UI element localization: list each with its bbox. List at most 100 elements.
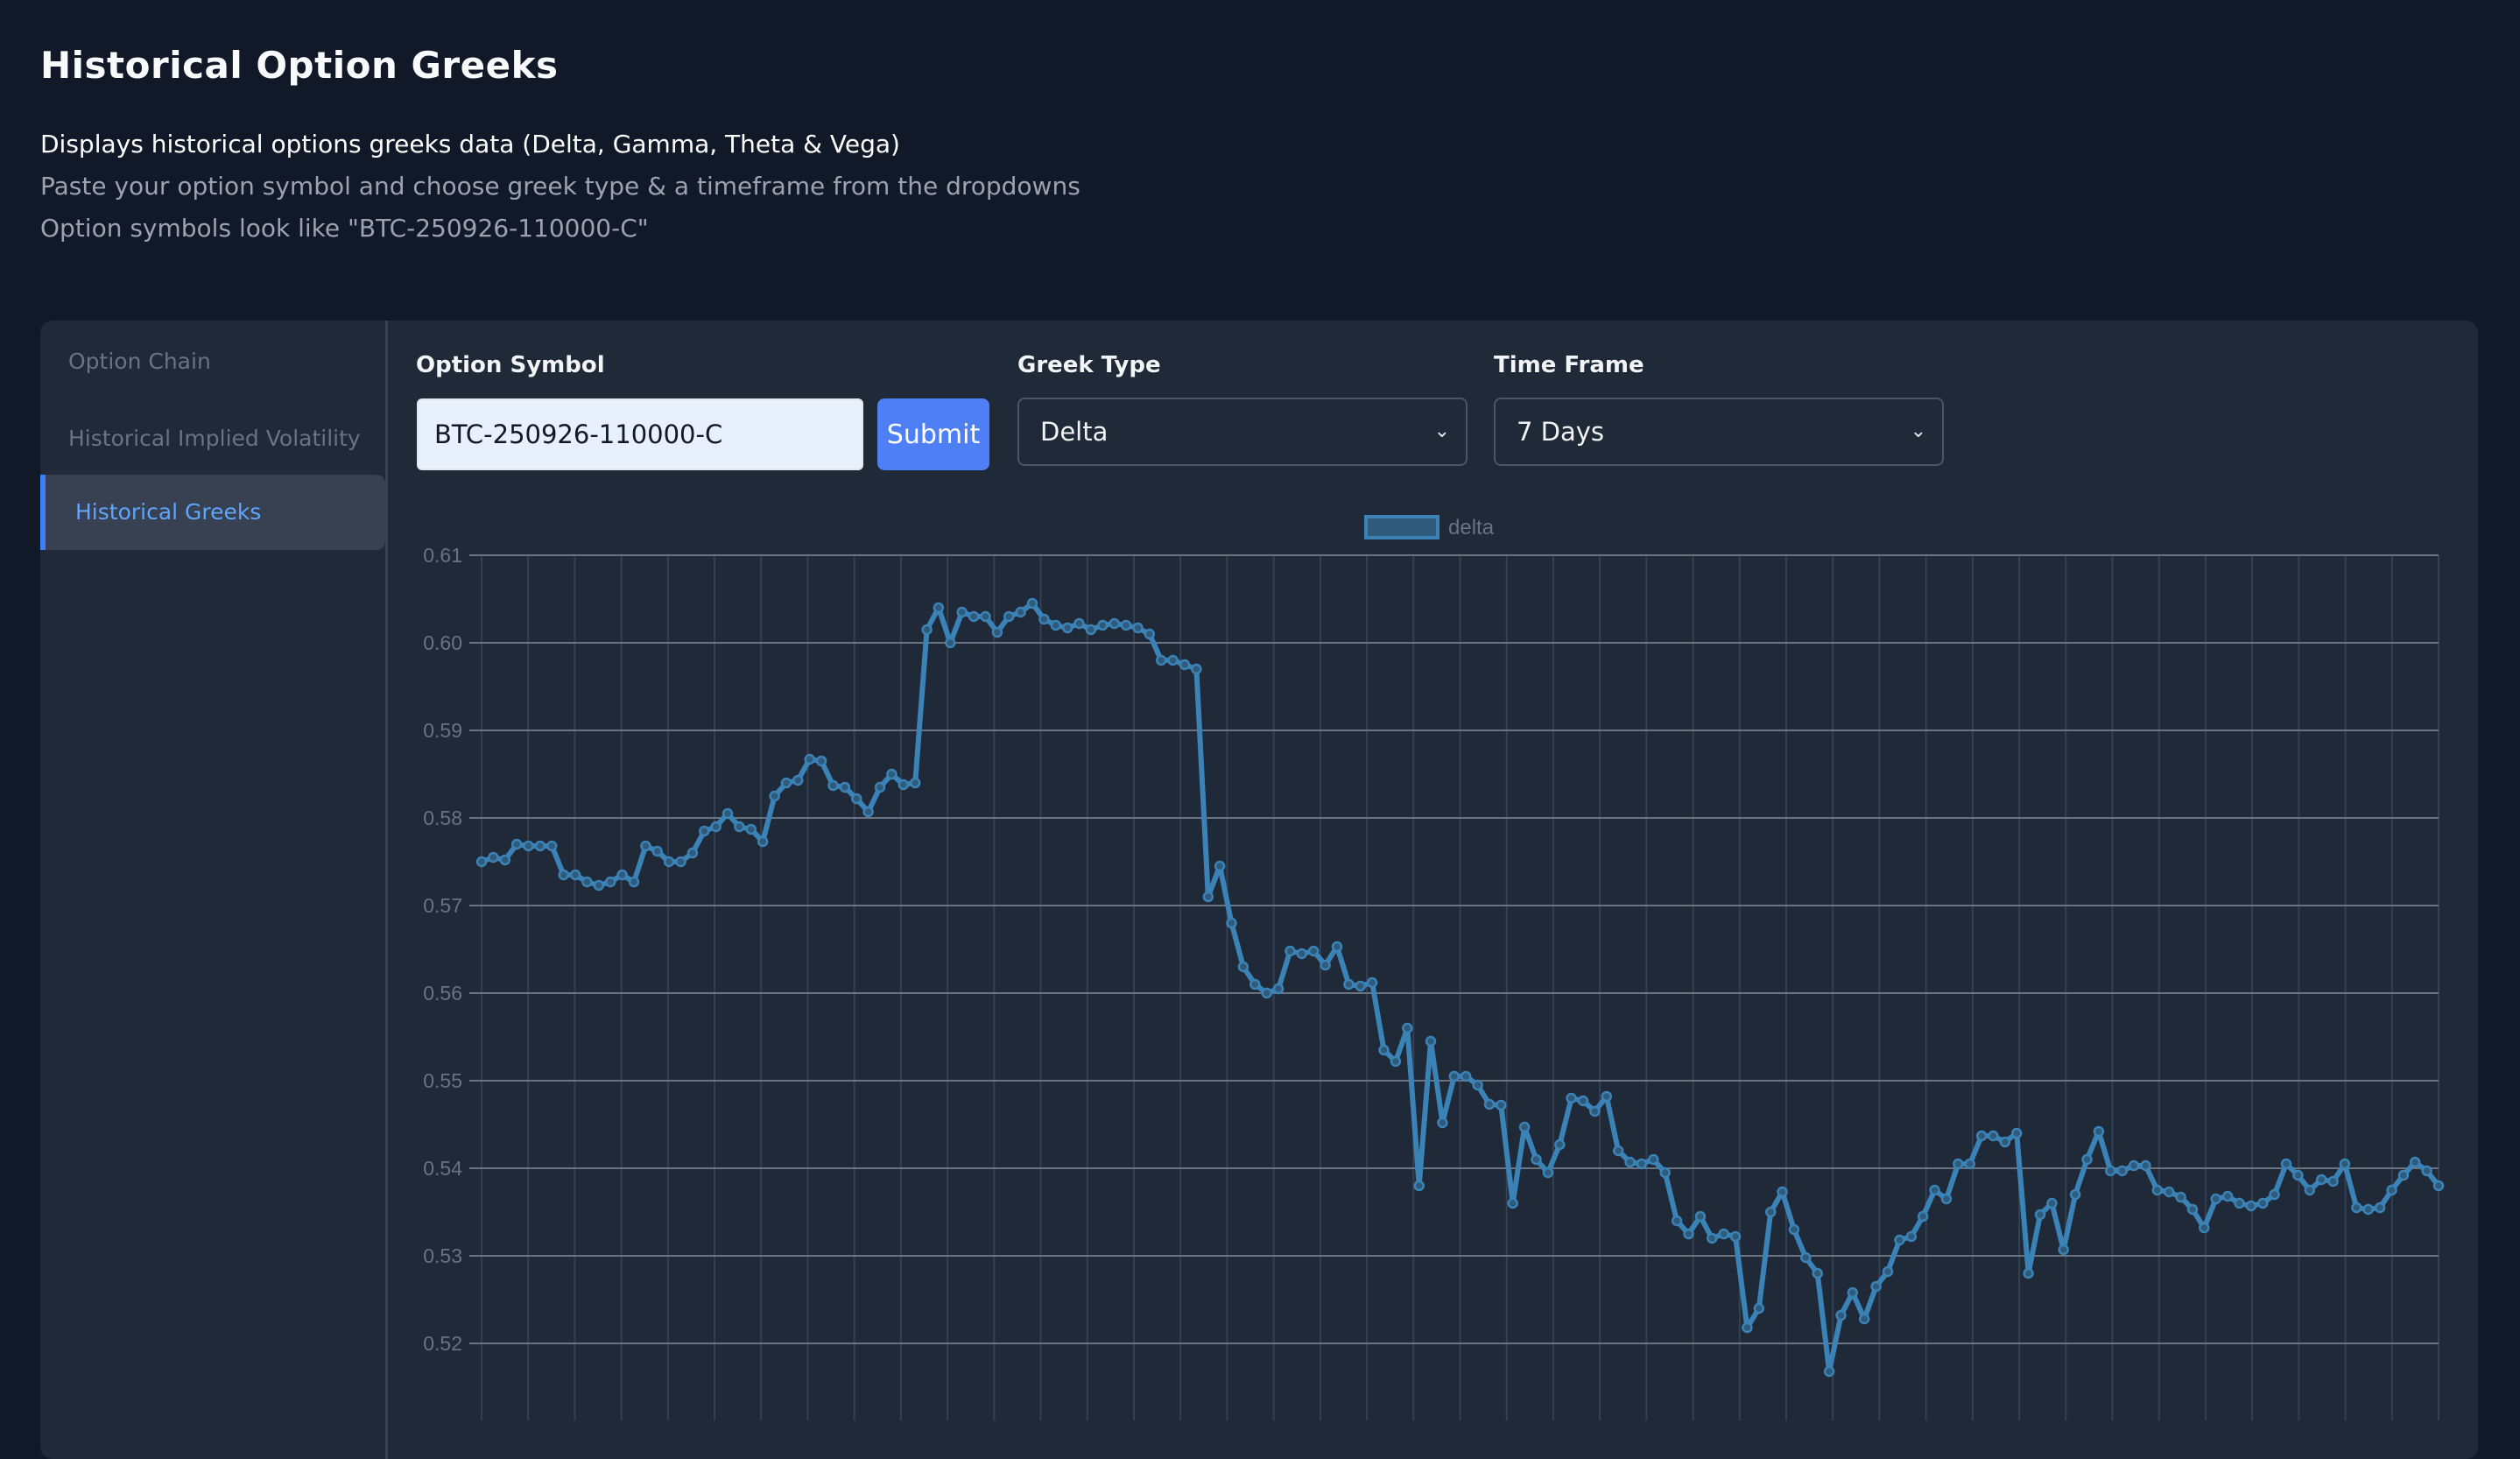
data-point[interactable] (2046, 1197, 2058, 1209)
data-point[interactable] (1179, 659, 1191, 671)
data-point[interactable] (2034, 1209, 2046, 1221)
data-point[interactable] (1554, 1138, 1566, 1151)
data-point[interactable] (1413, 1180, 1425, 1192)
data-point[interactable] (1764, 1206, 1777, 1218)
data-point[interactable] (1155, 654, 1167, 666)
data-point[interactable] (488, 851, 499, 863)
data-point[interactable] (593, 879, 605, 892)
data-point[interactable] (1390, 1055, 1402, 1068)
data-point[interactable] (1167, 654, 1179, 666)
data-point[interactable] (1496, 1099, 1507, 1111)
data-point[interactable] (475, 856, 488, 868)
data-point[interactable] (1929, 1184, 1940, 1196)
data-point[interactable] (1566, 1092, 1577, 1104)
data-point[interactable] (792, 774, 804, 786)
legend-label[interactable]: delta (1448, 516, 1495, 539)
data-point[interactable] (1753, 1302, 1765, 1315)
data-point[interactable] (1425, 1035, 1437, 1047)
data-point[interactable] (1953, 1158, 1964, 1170)
greek-type-select[interactable]: Delta ⌄ (1017, 398, 1468, 466)
data-point[interactable] (1026, 597, 1038, 610)
data-point[interactable] (686, 847, 699, 859)
data-point[interactable] (1917, 1210, 1929, 1223)
data-point[interactable] (2093, 1125, 2105, 1138)
data-point[interactable] (1718, 1228, 1729, 1240)
data-point[interactable] (1097, 619, 1109, 631)
data-point[interactable] (1636, 1158, 1648, 1170)
data-point[interactable] (651, 845, 663, 857)
data-point[interactable] (1307, 945, 1320, 957)
data-point[interactable] (2432, 1180, 2445, 1192)
data-point[interactable] (1191, 663, 1202, 675)
data-point[interactable] (968, 610, 980, 623)
data-point[interactable] (2374, 1202, 2386, 1214)
data-point[interactable] (1788, 1223, 1800, 1236)
data-point[interactable] (2315, 1174, 2327, 1186)
data-point[interactable] (569, 869, 581, 881)
data-point[interactable] (2186, 1203, 2199, 1216)
data-point[interactable] (675, 856, 686, 868)
data-point[interactable] (734, 821, 745, 833)
data-point[interactable] (1320, 959, 1331, 971)
data-point[interactable] (1601, 1090, 1613, 1103)
data-point[interactable] (2175, 1191, 2186, 1203)
data-point[interactable] (1964, 1158, 1975, 1170)
data-point[interactable] (1905, 1230, 1918, 1243)
data-point[interactable] (2069, 1188, 2081, 1201)
data-point[interactable] (1437, 1117, 1448, 1129)
data-point[interactable] (1296, 948, 1308, 960)
sidebar-item-historical-iv[interactable]: Historical Implied Volatility (68, 426, 361, 451)
data-point[interactable] (2245, 1200, 2257, 1212)
legend-swatch[interactable] (1364, 515, 1439, 539)
data-point[interactable] (1577, 1095, 1589, 1107)
data-point[interactable] (699, 825, 710, 837)
data-point[interactable] (886, 768, 897, 780)
data-point[interactable] (2105, 1165, 2116, 1177)
data-point[interactable] (1518, 1121, 1531, 1133)
data-point[interactable] (2010, 1127, 2023, 1139)
data-point[interactable] (1038, 613, 1050, 625)
data-point[interactable] (2292, 1169, 2304, 1181)
data-point[interactable] (1870, 1280, 1882, 1293)
data-point[interactable] (722, 807, 734, 820)
data-point[interactable] (956, 606, 968, 618)
data-point[interactable] (980, 610, 991, 623)
data-point[interactable] (628, 876, 640, 888)
data-point[interactable] (991, 626, 1003, 638)
data-point[interactable] (1073, 617, 1085, 630)
data-point[interactable] (1015, 606, 1026, 618)
data-point[interactable] (2140, 1159, 2151, 1172)
data-point[interactable] (546, 840, 558, 852)
data-point[interactable] (2221, 1190, 2234, 1202)
data-point[interactable] (640, 840, 651, 852)
data-point[interactable] (534, 840, 546, 852)
data-point[interactable] (663, 856, 675, 868)
data-point[interactable] (604, 876, 616, 888)
data-point[interactable] (1988, 1130, 1999, 1142)
data-point[interactable] (1800, 1251, 1812, 1264)
data-point[interactable] (499, 854, 511, 866)
option-symbol-input[interactable] (417, 398, 863, 470)
data-point[interactable] (1050, 619, 1062, 631)
data-point[interactable] (933, 602, 945, 614)
data-point[interactable] (2280, 1158, 2292, 1170)
data-point[interactable] (510, 838, 523, 850)
data-point[interactable] (1882, 1265, 1894, 1278)
data-point[interactable] (1507, 1197, 1518, 1209)
data-point[interactable] (1402, 1022, 1413, 1034)
data-point[interactable] (1378, 1044, 1390, 1056)
data-point[interactable] (1331, 941, 1343, 953)
data-point[interactable] (1648, 1153, 1659, 1166)
data-point[interactable] (2023, 1267, 2034, 1279)
data-point[interactable] (945, 637, 956, 649)
data-point[interactable] (1483, 1098, 1496, 1110)
data-point[interactable] (2116, 1165, 2128, 1177)
data-point[interactable] (897, 779, 910, 791)
data-point[interactable] (1835, 1309, 1847, 1322)
data-point[interactable] (1812, 1267, 1823, 1279)
data-point[interactable] (1531, 1153, 1542, 1166)
data-point[interactable] (558, 869, 569, 881)
data-point[interactable] (1847, 1286, 1859, 1299)
data-point[interactable] (827, 779, 839, 792)
data-point[interactable] (1109, 617, 1120, 630)
